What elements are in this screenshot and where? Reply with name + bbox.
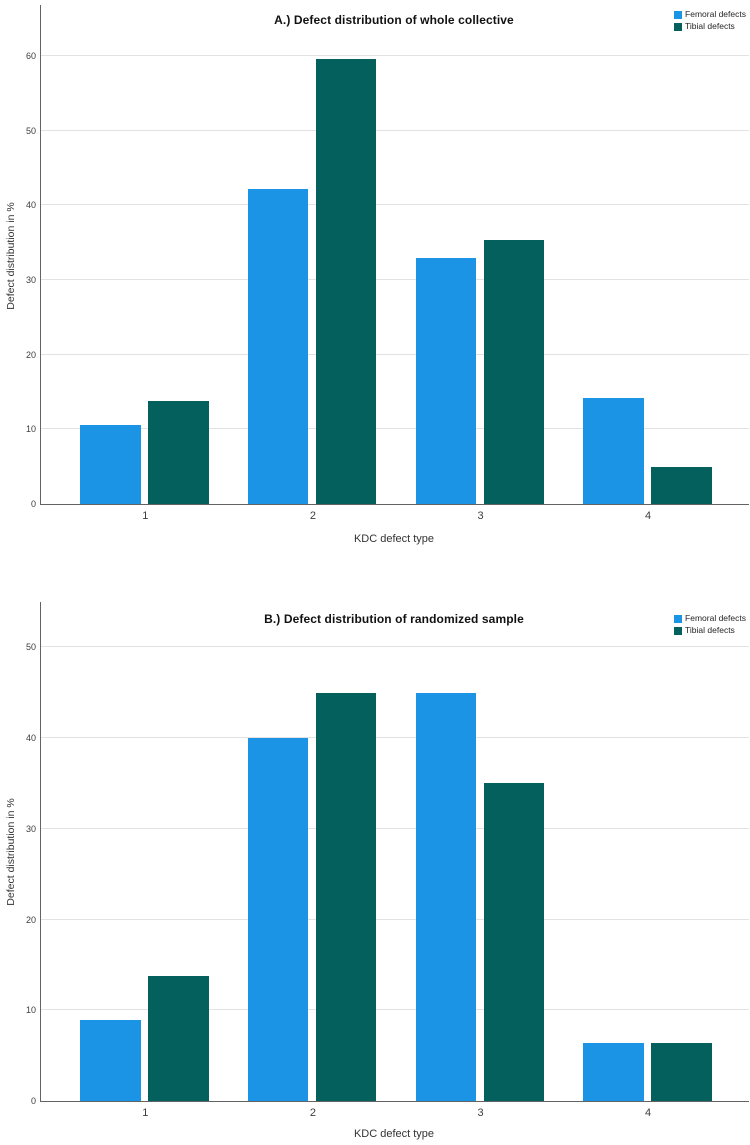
bar-tibial-type-2 — [315, 692, 377, 1101]
y-tick-label-30: 30 — [25, 274, 36, 285]
gridline-50 — [41, 129, 749, 131]
x-tick-label-2: 2 — [309, 1107, 316, 1119]
gridline-20 — [41, 918, 749, 920]
bar-femoral-type-3 — [415, 257, 476, 504]
legend-label-tibial: Tibial defects — [685, 625, 735, 635]
femoral-swatch-icon — [674, 10, 683, 19]
chart-a-plot-area: 0 10 20 30 40 50 60 1 2 3 4 — [26, 5, 749, 522]
bar-femoral-type-1 — [80, 424, 141, 504]
femoral-swatch-icon — [674, 614, 683, 623]
chart-b-y-axis-title: Defect distribution in % — [5, 798, 17, 906]
gridline-10 — [41, 428, 749, 430]
x-tick-label-4: 4 — [645, 510, 652, 522]
chart-panel-b: B.) Defect distribution of randomized sa… — [0, 580, 750, 1145]
bar-tibial-type-1 — [148, 975, 209, 1101]
gridline-50 — [41, 646, 749, 648]
bar-tibial-type-3 — [483, 240, 544, 504]
bar-tibial-type-1 — [148, 400, 209, 504]
bar-femoral-type-4 — [583, 1042, 644, 1101]
x-tick-label-4: 4 — [645, 1107, 652, 1119]
y-tick-label-0: 0 — [30, 499, 36, 509]
bar-femoral-type-2 — [247, 188, 309, 504]
legend-item-tibial: Tibial defects — [674, 21, 746, 32]
gridline-30 — [41, 278, 749, 280]
chart-panel-a: A.) Defect distribution of whole collect… — [5, 5, 749, 545]
gridline-40 — [41, 204, 749, 206]
legend-item-femoral: Femoral defects — [674, 613, 746, 624]
x-tick-label-2: 2 — [309, 510, 316, 522]
bar-tibial-type-3 — [483, 783, 544, 1101]
chart-a-legend: Femoral defects Tibial defects — [674, 9, 746, 32]
bar-femoral-type-1 — [80, 1020, 141, 1101]
bar-tibial-type-4 — [651, 1042, 712, 1101]
y-tick-label-50: 50 — [25, 642, 36, 653]
y-tick-label-20: 20 — [25, 349, 36, 360]
chart-a-y-axis-title: Defect distribution in % — [5, 202, 17, 310]
chart-a-x-axis-title: KDC defect type — [353, 533, 435, 545]
bar-tibial-type-2 — [315, 58, 377, 504]
y-tick-label-40: 40 — [25, 733, 36, 744]
gridline-20 — [41, 353, 749, 355]
y-tick-label-10: 10 — [25, 424, 36, 435]
x-tick-label-3: 3 — [477, 510, 484, 522]
tibial-swatch-icon — [674, 22, 683, 31]
chart-b-x-axis-title: KDC defect type — [353, 1128, 435, 1140]
bar-femoral-type-4 — [583, 397, 644, 504]
y-tick-label-30: 30 — [25, 823, 36, 834]
chart-b-plot-area: 0 10 20 30 40 50 1 2 3 4 — [26, 602, 749, 1119]
gridline-10 — [41, 1009, 749, 1011]
y-tick-label-10: 10 — [25, 1005, 36, 1016]
legend-label-femoral: Femoral defects — [685, 613, 746, 623]
y-tick-label-40: 40 — [25, 200, 36, 211]
chart-b-legend: Femoral defects Tibial defects — [674, 613, 746, 636]
bar-tibial-type-4 — [651, 466, 712, 504]
x-tick-label-1: 1 — [142, 1107, 149, 1119]
y-tick-label-20: 20 — [25, 914, 36, 925]
x-tick-label-1: 1 — [142, 510, 149, 522]
gridline-60 — [41, 54, 749, 56]
bar-femoral-type-2 — [247, 738, 309, 1101]
y-tick-label-50: 50 — [25, 125, 36, 136]
chart-a-title: A.) Defect distribution of whole collect… — [274, 13, 514, 27]
gridline-40 — [41, 737, 749, 739]
bar-femoral-type-3 — [415, 692, 476, 1101]
tibial-swatch-icon — [674, 626, 683, 635]
gridline-30 — [41, 827, 749, 829]
x-tick-label-3: 3 — [477, 1107, 484, 1119]
legend-item-femoral: Femoral defects — [674, 9, 746, 20]
legend-label-femoral: Femoral defects — [685, 9, 746, 19]
legend-item-tibial: Tibial defects — [674, 625, 746, 636]
y-tick-label-60: 60 — [25, 50, 36, 61]
chart-b-title: B.) Defect distribution of randomized sa… — [264, 612, 524, 626]
y-tick-label-0: 0 — [30, 1096, 36, 1106]
legend-label-tibial: Tibial defects — [685, 21, 735, 31]
